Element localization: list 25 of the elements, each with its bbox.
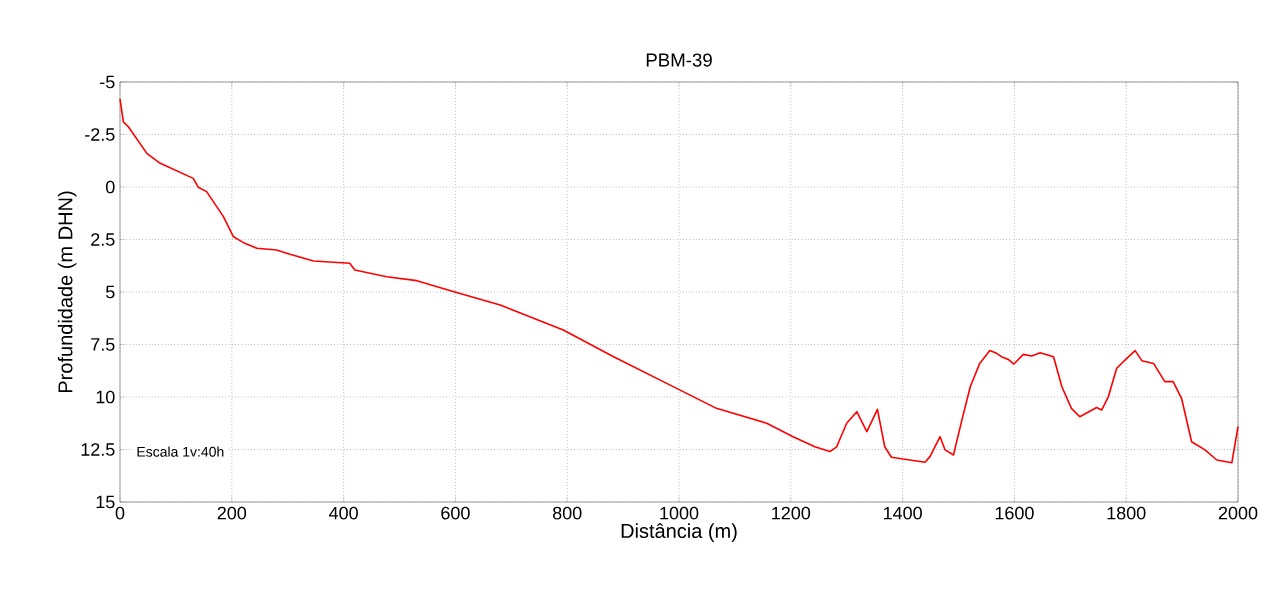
y-tick-label: -5 <box>100 75 115 89</box>
x-tick-label: 1200 <box>772 506 811 520</box>
y-tick-label: 7.5 <box>91 338 115 351</box>
x-tick-label: 800 <box>552 506 582 520</box>
y-axis-title: Profundidade (m DHN) <box>57 191 77 393</box>
chart-title: PBM-39 <box>646 53 712 67</box>
y-tick-label: 5 <box>105 285 115 299</box>
x-tick-label: 1600 <box>995 506 1034 520</box>
x-axis-title: Distância (m) <box>621 523 737 542</box>
x-tick-label: 0 <box>115 506 125 520</box>
x-tick-label: 600 <box>441 506 470 520</box>
x-tick-label: 200 <box>217 506 247 520</box>
annotation: Escala 1v:40h <box>137 446 224 457</box>
x-tick-label: 1800 <box>1107 506 1146 520</box>
x-tick-label: 400 <box>329 506 358 520</box>
y-tick-label: 0 <box>105 180 115 194</box>
y-tick-label: -2.5 <box>85 128 115 141</box>
y-tick-label: 15 <box>96 495 115 509</box>
x-tick-label: 2000 <box>1218 506 1258 520</box>
y-tick-label: 10 <box>96 390 115 404</box>
line-series <box>119 98 1239 464</box>
y-tick-label: 12.5 <box>81 443 115 456</box>
x-tick-label: 1000 <box>660 506 699 520</box>
x-tick-label: 1400 <box>883 506 922 520</box>
y-tick-label: 2.5 <box>91 233 115 246</box>
